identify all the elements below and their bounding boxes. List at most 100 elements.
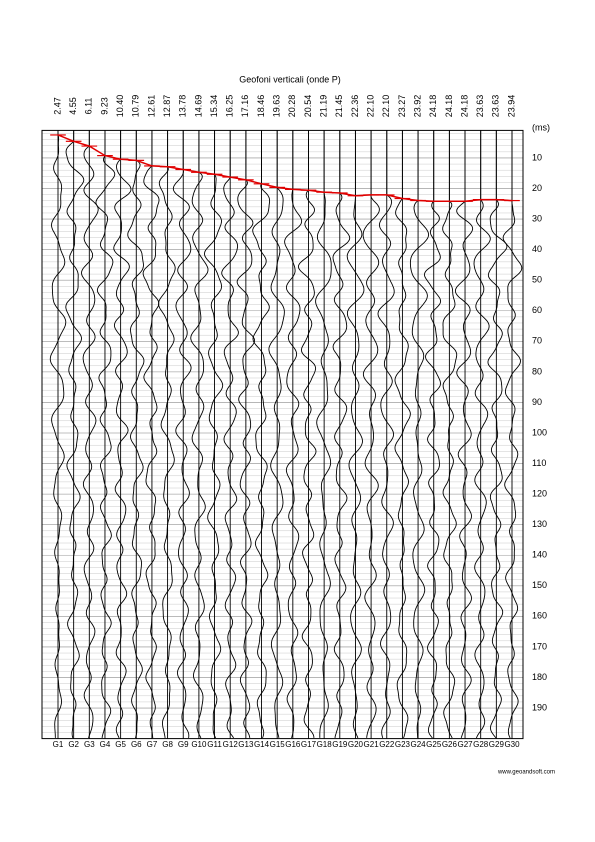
x-tick-label: G18	[317, 740, 333, 749]
pick-label: 22.36	[350, 95, 360, 118]
y-tick-label: 40	[532, 244, 542, 254]
pick-label: 15.34	[209, 95, 219, 118]
trace	[113, 129, 132, 739]
trace	[268, 129, 285, 738]
trace	[394, 129, 411, 739]
x-tick-label: G3	[84, 740, 95, 749]
trace	[81, 129, 99, 739]
trace	[95, 129, 116, 738]
y-tick-label: 140	[532, 550, 547, 560]
plot-frame	[41, 129, 524, 740]
trace	[409, 129, 429, 738]
x-tick-label: G25	[426, 740, 442, 749]
x-tick-label: G15	[270, 740, 286, 749]
x-tick-label: G28	[473, 740, 489, 749]
trace	[252, 129, 271, 739]
x-tick-label: G24	[411, 740, 427, 749]
x-tick-label: G5	[115, 740, 126, 749]
pick-label: 23.27	[397, 95, 407, 118]
chart-title: Geofoni verticali (onde P)	[239, 74, 341, 84]
x-tick-label: G27	[457, 740, 473, 749]
trace	[377, 129, 395, 739]
pick-label: 19.63	[272, 95, 282, 118]
trace	[454, 129, 474, 739]
trace	[315, 129, 332, 738]
pick-label: 24.18	[428, 95, 438, 118]
trace	[346, 129, 365, 739]
pick-label: 23.92	[412, 95, 422, 118]
y-axis-label: (ms)	[532, 122, 550, 132]
y-tick-label: 10	[532, 152, 542, 162]
trace	[362, 129, 380, 738]
x-tick-label: G2	[68, 740, 79, 749]
y-tick-label: 110	[532, 458, 546, 468]
pick-label: 10.40	[115, 95, 125, 118]
y-tick-label: 80	[532, 366, 542, 376]
x-tick-label: G23	[395, 740, 411, 749]
x-tick-label: G21	[364, 740, 380, 749]
y-tick-label: 150	[532, 580, 547, 590]
x-tick-label: G11	[207, 740, 222, 749]
trace	[158, 129, 176, 738]
pick-label: 24.18	[459, 95, 469, 118]
x-tick-label: G10	[191, 740, 207, 749]
trace	[332, 129, 351, 738]
pick-label: 21.19	[319, 95, 329, 118]
trace	[473, 129, 491, 739]
y-tick-label: 160	[532, 611, 547, 621]
y-tick-label: 190	[532, 702, 547, 712]
x-tick-label: G29	[489, 740, 505, 749]
y-tick-label: 60	[532, 305, 542, 315]
trace	[297, 129, 317, 738]
trace	[502, 130, 523, 739]
x-tick-label: G7	[147, 740, 158, 749]
trace	[442, 129, 458, 739]
x-tick-label: G14	[254, 740, 270, 749]
pick-label: 13.78	[178, 95, 188, 118]
pick-label: 16.25	[225, 95, 235, 118]
trace	[284, 129, 303, 739]
y-tick-label: 20	[532, 183, 542, 193]
trace	[423, 129, 442, 739]
pick-label: 2.47	[52, 97, 62, 115]
x-tick-label: G9	[178, 740, 189, 749]
trace	[487, 129, 508, 739]
pick-label: 12.87	[162, 95, 172, 118]
pick-label: 22.10	[365, 95, 375, 118]
trace	[221, 129, 239, 739]
x-tick-label: G17	[301, 740, 317, 749]
pick-label: 17.16	[240, 95, 250, 118]
y-tick-label: 90	[532, 397, 542, 407]
y-tick-label: 100	[532, 427, 547, 437]
pick-label: 20.28	[287, 95, 297, 118]
pick-label: 20.54	[303, 95, 313, 118]
trace	[190, 129, 209, 739]
pick-label: 12.61	[146, 95, 156, 118]
trace	[204, 129, 224, 739]
pick-label: 6.11	[84, 98, 94, 115]
trace	[65, 129, 85, 738]
trace	[172, 129, 192, 738]
x-tick-label: G20	[348, 740, 364, 749]
x-tick-label: G30	[504, 740, 520, 749]
pick-label: 23.63	[475, 95, 485, 118]
pick-label: 9.23	[99, 97, 109, 115]
x-tick-label: G22	[379, 740, 395, 749]
pick-label: 21.45	[334, 95, 344, 118]
y-tick-label: 130	[532, 519, 547, 529]
y-tick-label: 180	[532, 672, 547, 682]
x-tick-label: G4	[100, 740, 111, 749]
pick-label: 23.63	[491, 95, 501, 118]
y-tick-label: 50	[532, 275, 542, 285]
x-tick-label: G13	[238, 740, 254, 749]
y-tick-label: 120	[532, 488, 547, 498]
pick-label: 4.55	[68, 97, 78, 115]
x-tick-label: G16	[285, 740, 301, 749]
pick-label: 22.10	[381, 95, 391, 118]
trace	[142, 129, 160, 738]
y-tick-label: 170	[532, 641, 547, 651]
pick-line	[57, 134, 513, 203]
y-tick-label: 30	[532, 213, 542, 223]
